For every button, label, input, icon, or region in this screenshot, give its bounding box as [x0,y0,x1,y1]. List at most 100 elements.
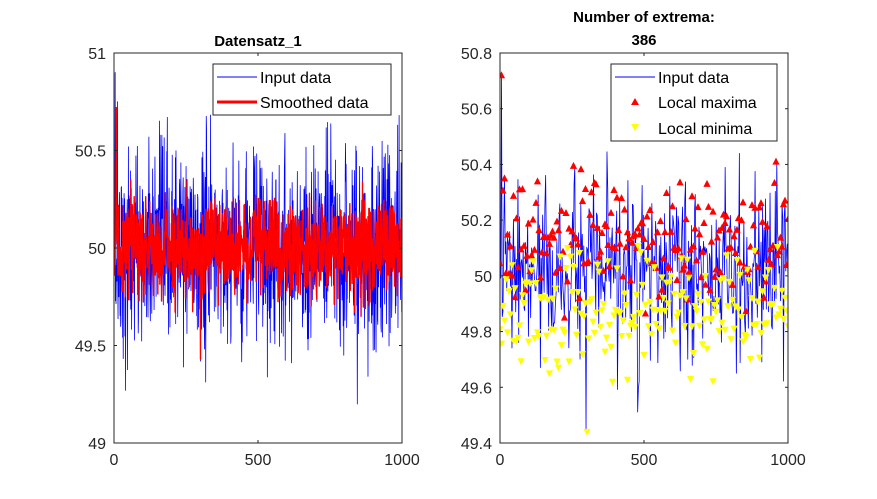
chart1-series1-marker-51 [572,234,581,242]
chart1-series2-marker-75 [608,378,617,386]
chart1-series1-marker-158 [733,225,741,233]
chart1-series1-marker-124 [682,215,690,223]
chart1-series2-marker-145 [713,297,722,305]
chart1-series2-marker-106 [655,325,663,333]
chart0-ytick-label-1: 49.5 [75,339,106,356]
chart1-series2-marker-3 [500,317,509,325]
chart1-series2-marker-26 [535,332,543,340]
chart1-series2-marker-133 [695,322,704,330]
chart1-series1-marker-187 [776,233,785,241]
chart1-series1-marker-69 [599,266,608,274]
chart1-series1-marker-61 [587,188,596,196]
chart1-series1-marker-111 [662,188,671,196]
chart1-series1-marker-102 [649,237,657,245]
right-legend-marker-maxima [631,98,639,105]
chart1-series2-marker-1 [500,340,506,348]
chart1-series2-marker-82 [619,317,627,325]
chart1-ytick-label-3: 50 [474,269,492,286]
chart1-series2-marker-123 [680,323,689,331]
chart1-xtick-label-0: 0 [496,452,505,469]
chart1-series2-marker-76 [610,312,618,320]
chart1-series1-marker-139 [704,202,713,210]
chart1-series2-marker-120 [676,292,684,300]
chart1-series1-marker-87 [626,276,635,284]
chart1-series2-marker-151 [722,252,731,260]
chart1-series2-marker-131 [692,307,701,315]
chart1-series1-marker-76 [610,186,618,194]
chart1-series2-marker-188 [778,287,786,295]
chart1-series2-marker-39 [554,364,563,372]
chart1-series1-marker-60 [586,210,594,218]
chart1-series1-marker-43 [560,313,569,321]
chart1-series1-marker-14 [517,245,525,253]
chart1-series2-marker-178 [763,320,771,328]
chart1-series1-marker-7 [506,242,515,250]
chart1-series1-marker-9 [509,191,518,199]
chart1-series2-marker-150 [721,326,729,334]
chart1-series1-marker-1 [500,71,506,79]
chart1-series2-marker-72 [604,258,612,266]
chart1-series1-marker-136 [700,218,708,226]
chart1-series2-marker-168 [748,295,756,303]
chart1-series2-marker-175 [758,288,767,296]
chart1-series2-marker-112 [664,300,672,308]
chart1-series1-marker-42 [559,247,567,255]
chart1-series1-marker-31 [542,249,551,257]
chart1-series2-marker-15 [518,292,527,300]
chart1-series1-marker-173 [755,203,764,211]
left-legend-label-smoothed: Smoothed data [260,95,369,112]
chart1-series1-marker-45 [563,277,572,285]
chart1-series1-marker-98 [643,212,651,220]
chart1-series2-marker-172 [754,298,762,306]
chart1-series2-marker-134 [697,298,705,306]
chart1-series1-marker-154 [727,243,735,251]
chart1-series2-marker-66 [595,268,603,276]
chart1-series1-marker-39 [554,226,563,234]
chart1-series2-marker-97 [641,301,650,309]
chart1-series2-marker-23 [530,335,539,343]
chart1-series2-marker-171 [752,321,761,329]
chart1-series2-marker-56 [580,313,588,321]
chart1-series2-marker-95 [638,281,647,289]
right-chart-ticks: 0 500 1000 49.4 49.6 49.8 50 50.2 50.4 50.6 50.8 [461,46,806,469]
chart1-series2-marker-22 [529,258,537,266]
chart1-series2-marker-25 [533,329,542,337]
chart1-series2-marker-174 [757,329,765,337]
chart1-series2-marker-89 [629,313,638,321]
chart1-series2-marker-154 [727,336,735,344]
chart1-series2-marker-186 [775,311,783,319]
chart1-series1-marker-62 [589,221,597,229]
chart1-ytick-label-7: 50.8 [461,46,492,63]
chart1-series1-marker-119 [674,244,683,252]
chart1-series1-marker-161 [737,216,746,224]
chart1-series1-marker-190 [781,196,788,204]
chart1-series2-marker-166 [745,277,753,285]
right-chart-title-line2: 386 [631,32,656,49]
chart1-ytick-label-6: 50.6 [461,102,492,119]
chart1-series1-marker-68 [598,228,606,236]
chart1-series2-marker-51 [572,331,581,339]
chart1-series2-marker-130 [691,302,699,310]
chart1-series2-marker-173 [755,354,764,362]
chart1-series2-marker-7 [506,311,515,319]
right-legend-label-maxima: Local maxima [658,95,757,112]
chart1-series1-marker-85 [623,228,632,236]
chart1-series2-marker-177 [761,274,770,282]
chart1-series1-marker-16 [520,241,528,249]
chart1-series2-marker-13 [515,322,524,330]
chart1-series1-marker-92 [634,224,642,232]
chart1-series2-marker-135 [698,341,707,349]
chart1-series1-marker-160 [736,258,744,266]
chart1-series2-marker-170 [751,247,759,255]
chart1-series1-marker-64 [592,180,600,188]
chart1-series1-marker-28 [538,248,546,256]
chart1-series2-marker-114 [667,272,675,280]
chart1-series2-marker-35 [548,295,557,303]
chart1-series1-marker-140 [706,285,714,293]
chart1-series2-marker-6 [505,288,513,296]
chart1-series1-marker-15 [518,185,527,193]
chart1-series2-marker-156 [730,325,738,333]
chart1-series1-marker-55 [578,197,587,205]
chart1-series2-marker-185 [773,243,782,251]
chart1-series1-marker-143 [710,272,719,280]
